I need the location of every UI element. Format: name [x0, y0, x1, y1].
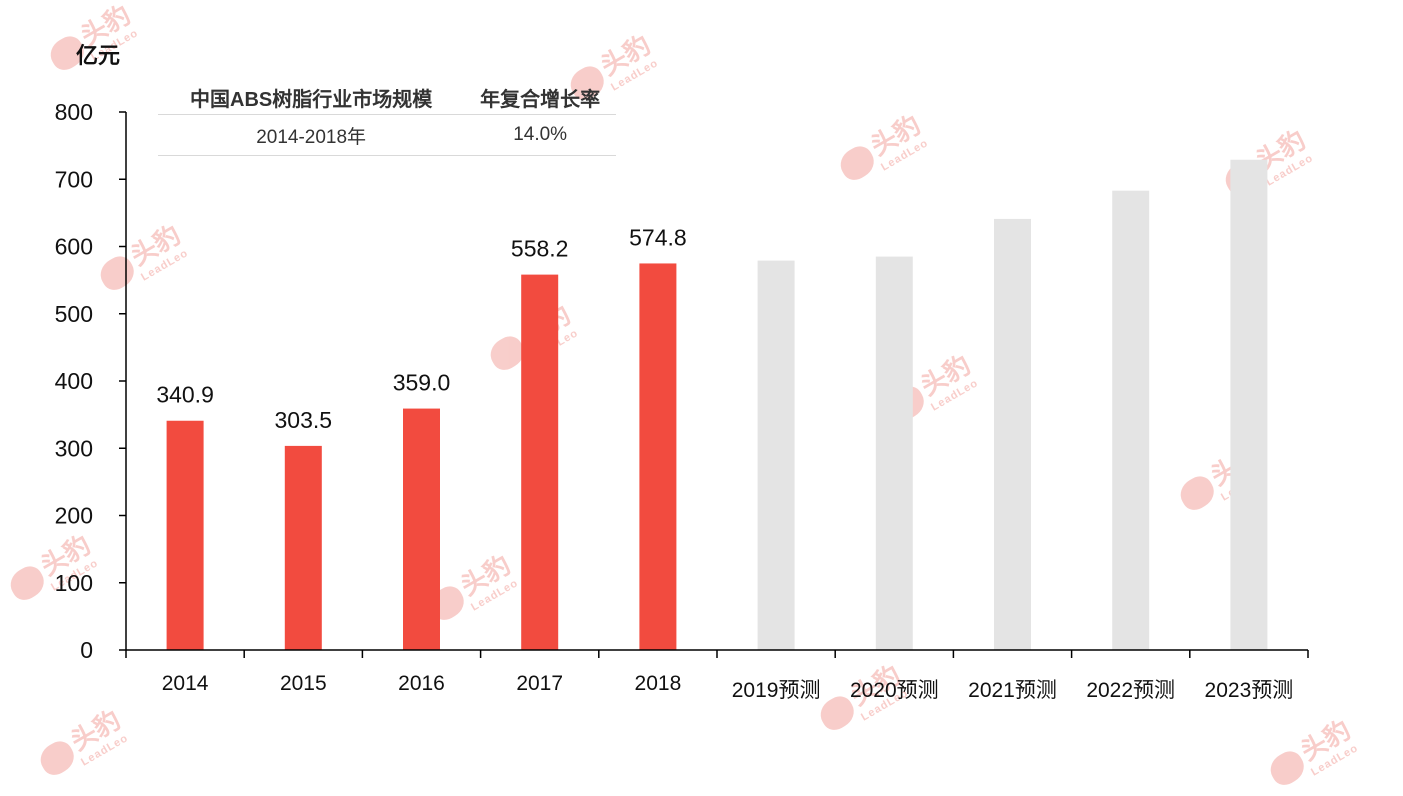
data-label: 359.0: [393, 370, 451, 396]
bar: [521, 274, 559, 650]
bar: [757, 260, 795, 650]
x-tick-label: 2020预测: [850, 679, 939, 702]
y-tick-label: 600: [55, 234, 93, 260]
x-tick-label: 2014: [162, 672, 209, 695]
data-label: 340.9: [156, 382, 214, 408]
bar: [875, 256, 913, 650]
cagr-table: 中国ABS树脂行业市场规模 年复合增长率 2014-2018年 14.0%: [158, 80, 616, 156]
bar: [284, 445, 322, 650]
table-header-cell: 中国ABS树脂行业市场规模: [158, 80, 465, 115]
table-header-row: 中国ABS树脂行业市场规模 年复合增长率: [158, 80, 616, 115]
data-label: 303.5: [275, 407, 333, 433]
table-cell: 14.0%: [464, 114, 616, 156]
y-tick-label: 200: [55, 503, 93, 529]
y-tick-label: 0: [80, 637, 93, 663]
x-tick-label: 2021预测: [968, 679, 1057, 702]
y-axis-unit-label: 亿元: [76, 43, 121, 68]
y-tick-label: 500: [55, 301, 93, 327]
y-tick-label: 300: [55, 435, 93, 461]
bar: [166, 420, 204, 650]
x-tick-label: 2022预测: [1086, 679, 1175, 702]
y-tick-label: 800: [55, 99, 93, 125]
data-label: 574.8: [629, 224, 687, 250]
bar: [639, 263, 677, 650]
bar: [1112, 190, 1150, 650]
bar: [994, 218, 1031, 651]
y-tick-label: 100: [55, 570, 93, 596]
x-tick-label: 2017: [516, 672, 563, 695]
x-tick-label: 2023预测: [1205, 679, 1294, 702]
bar: [1230, 159, 1268, 650]
data-label: 558.2: [511, 236, 569, 262]
y-tick-label: 700: [55, 166, 93, 192]
x-tick-label: 2018: [635, 672, 682, 695]
x-tick-label: 2019预测: [732, 679, 821, 702]
y-tick-label: 400: [55, 368, 93, 394]
x-tick-label: 2016: [398, 672, 445, 695]
x-tick-label: 2015: [280, 672, 327, 695]
table-row: 2014-2018年 14.0%: [158, 114, 616, 156]
table-header-cell: 年复合增长率: [464, 80, 616, 115]
bar: [403, 408, 440, 650]
bar-chart: 340.9 2014 303.5 2015 359.0 2016 558.2 2017 574.…: [55, 99, 1309, 702]
table-cell: 2014-2018年: [158, 114, 465, 156]
